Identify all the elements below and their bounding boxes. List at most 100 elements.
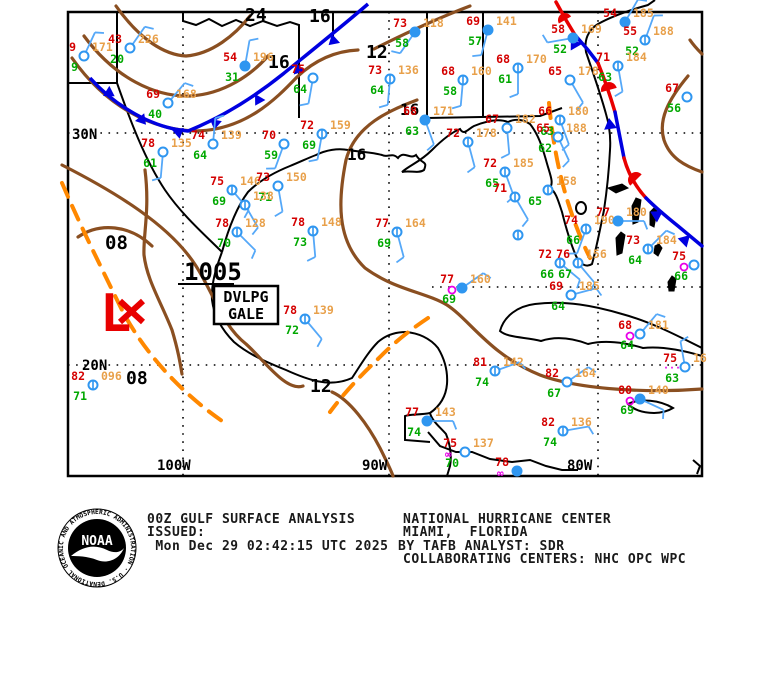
station-temperature: 80 [618, 383, 632, 397]
station-dewpoint: 74 [543, 435, 557, 449]
station-pressure: 171 [433, 104, 454, 118]
station-circle [209, 140, 218, 149]
station-temperature: 67 [485, 112, 499, 126]
station-pressure: 160 [471, 64, 492, 78]
station-dewpoint: 69 [620, 403, 634, 417]
station-pressure: 164 [575, 366, 596, 380]
station-temperature: 69 [466, 14, 480, 28]
station-pressure: 128 [245, 216, 266, 230]
station-dewpoint: 74 [407, 425, 421, 439]
station-circle [411, 28, 420, 37]
station-temperature: 72 [300, 118, 314, 132]
station-temperature: 65 [548, 64, 562, 78]
gale-warning-line1: DVLPG [223, 288, 268, 306]
station-dewpoint: 67 [547, 386, 561, 400]
station-temperature: 69 [146, 87, 160, 101]
noaa-logo: NATIONAL OCEANIC AND ATMOSPHERIC ADMINIS… [55, 503, 136, 587]
station-temperature: 58 [551, 22, 565, 36]
station-circle [614, 217, 623, 226]
station-pressure: 136 [398, 63, 419, 77]
station-pressure: 142 [503, 355, 524, 369]
station-pressure: 185 [579, 279, 600, 293]
station-temperature: 77 [375, 216, 389, 230]
station-pressure: 180 [626, 205, 647, 219]
station-pressure: 159 [330, 118, 351, 132]
station-temperature: 82 [71, 369, 85, 383]
station-dewpoint: 65 [528, 194, 542, 208]
station-pressure: 150 [286, 170, 307, 184]
haze-symbol-icon: ∞ [497, 467, 504, 480]
station-dewpoint: 71 [73, 389, 87, 403]
station-temperature: 68 [441, 64, 455, 78]
haze-symbol-icon: ∞ [445, 448, 452, 461]
station-pressure: 226 [138, 32, 159, 46]
station-circle [241, 62, 250, 71]
station-circle [563, 378, 572, 387]
station-temperature: 65 [536, 121, 550, 135]
station-temperature: 73 [368, 63, 382, 77]
geo-label: 80W [567, 458, 593, 474]
station-pressure: 182 [515, 112, 536, 126]
station-pressure: 137 [473, 436, 494, 450]
station-circle [566, 76, 575, 85]
station-dewpoint: 69 [377, 236, 391, 250]
station-pressure: 188 [566, 121, 587, 135]
station-dewpoint: 69 [302, 138, 316, 152]
station-dewpoint: 63 [598, 70, 612, 84]
station-pressure: 156 [586, 247, 607, 261]
station-dewpoint: 66 [566, 233, 580, 247]
station-pressure: 184 [656, 233, 677, 247]
station-temperature: 9 [69, 40, 76, 54]
station-dewpoint: 73 [293, 235, 307, 249]
station-dewpoint: 61 [143, 156, 157, 170]
station-pressure: 160 [470, 272, 491, 286]
station-temperature: 67 [665, 81, 679, 95]
station-circle [567, 291, 576, 300]
isobar-label: 08 [126, 368, 148, 389]
isobar-label: 12 [366, 42, 388, 63]
station-plot [514, 231, 523, 240]
station-dewpoint: 52 [553, 42, 567, 56]
station-temperature: 68 [618, 318, 632, 332]
station-temperature: 72 [446, 126, 460, 140]
station-temperature: 54 [603, 6, 617, 20]
station-dewpoint: 62 [538, 141, 552, 155]
station-pressure: 170 [526, 52, 547, 66]
station-circle [309, 74, 318, 83]
svg-text:1005: 1005 [184, 258, 242, 286]
station-temperature: 77 [440, 272, 454, 286]
station-pressure: 143 [435, 405, 456, 419]
station-dewpoint: 70 [217, 236, 231, 250]
station-circle [681, 363, 690, 372]
station-pressure: 178 [578, 64, 599, 78]
isobar-label: 24 [245, 5, 267, 26]
station-temperature: 72 [483, 156, 497, 170]
station-temperature: 75 [210, 174, 224, 188]
station-circle [569, 34, 578, 43]
station-circle [126, 44, 135, 53]
station-circle [280, 140, 289, 149]
station-temperature: 72 [538, 247, 552, 261]
isobar-label: 16 [309, 6, 331, 27]
station-circle [636, 330, 645, 339]
station-dewpoint: 72 [285, 323, 299, 337]
station-temperature: 78 [291, 215, 305, 229]
station-dewpoint: 61 [498, 72, 512, 86]
station-pressure: 141 [496, 14, 517, 28]
station-temperature: 73 [393, 16, 407, 30]
station-dewpoint: 69 [212, 194, 226, 208]
station-pressure: 168 [176, 87, 197, 101]
station-pressure: 135 [171, 136, 192, 150]
station-temperature: 66 [538, 104, 552, 118]
footer-issued-label: ISSUED: [147, 525, 205, 540]
geo-label: 30N [72, 127, 97, 143]
station-temperature: 77 [405, 405, 419, 419]
station-dewpoint: 59 [264, 148, 278, 162]
station-circle [554, 133, 563, 142]
station-pressure: 16 [693, 351, 707, 365]
station-dewpoint: 64 [628, 253, 642, 267]
station-temperature: 71 [596, 50, 610, 64]
station-temperature: 82 [545, 366, 559, 380]
station-pressure: 096 [101, 369, 122, 383]
